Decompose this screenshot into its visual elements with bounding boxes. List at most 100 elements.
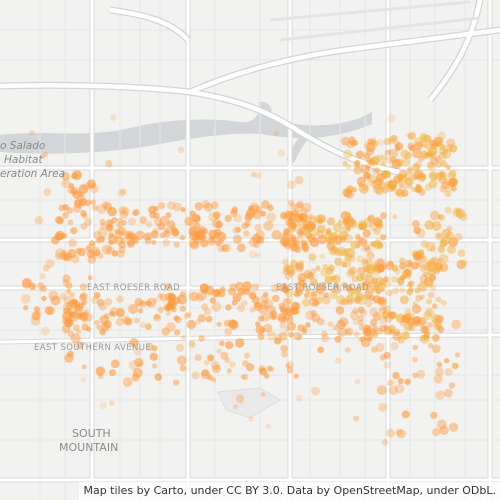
density-point [287, 218, 294, 224]
density-point [434, 155, 442, 163]
density-point [309, 237, 320, 248]
density-point [262, 291, 269, 298]
density-point [55, 248, 66, 259]
density-point [285, 296, 293, 304]
density-point [420, 325, 429, 334]
density-point [145, 221, 153, 228]
density-point [282, 238, 291, 247]
density-point [444, 358, 450, 364]
density-point [380, 154, 388, 161]
density-point [397, 378, 404, 385]
density-point [365, 147, 374, 156]
density-point [45, 259, 55, 269]
density-point [157, 306, 165, 314]
density-point [101, 201, 109, 209]
density-point [70, 227, 78, 235]
density-point [128, 217, 136, 226]
density-point [438, 253, 449, 264]
density-point [435, 390, 446, 401]
density-point [376, 385, 387, 396]
density-point [285, 264, 295, 274]
density-point [412, 301, 418, 307]
density-point [291, 243, 301, 253]
density-point [255, 325, 265, 335]
density-point [317, 224, 326, 234]
density-point [149, 352, 158, 361]
density-point [295, 247, 302, 254]
density-point [371, 346, 378, 353]
density-point [21, 278, 32, 289]
density-point [393, 139, 400, 147]
density-point [191, 232, 200, 241]
density-point [140, 300, 147, 307]
density-point [436, 232, 442, 238]
density-point [209, 234, 218, 243]
density-point [259, 367, 267, 376]
density-point [117, 217, 124, 224]
density-point [300, 207, 309, 216]
density-point [449, 144, 458, 153]
density-point [278, 331, 288, 341]
density-point [87, 255, 97, 264]
density-point [66, 319, 72, 325]
density-point [330, 275, 337, 281]
density-point [383, 305, 391, 313]
density-point [67, 248, 77, 259]
density-point [179, 235, 186, 241]
density-point [372, 168, 379, 175]
density-point [451, 362, 459, 370]
density-point [345, 347, 351, 353]
density-point [428, 179, 438, 189]
density-point [292, 209, 300, 216]
density-point [357, 306, 365, 314]
density-point [433, 136, 444, 147]
density-point [372, 325, 379, 332]
density-point [23, 305, 29, 311]
density-point [61, 172, 70, 181]
density-point [224, 214, 232, 223]
density-point [81, 323, 89, 331]
density-point [131, 373, 140, 382]
density-point [215, 221, 223, 229]
density-point [189, 291, 199, 302]
density-point [152, 227, 159, 234]
density-point [387, 260, 394, 267]
density-point [96, 324, 102, 330]
density-point [281, 232, 287, 238]
density-point [154, 373, 163, 381]
density-point [283, 228, 291, 236]
density-point [430, 411, 438, 419]
density-point [120, 237, 126, 244]
density-point [90, 246, 101, 257]
density-point [435, 296, 442, 303]
density-point [358, 323, 365, 331]
density-point [446, 138, 456, 147]
density-point [378, 181, 387, 190]
park-label-line3: eration Area [0, 168, 66, 180]
density-point [359, 309, 367, 317]
density-point [89, 240, 96, 247]
density-point [179, 364, 187, 372]
density-point [363, 217, 374, 228]
density-point [287, 234, 297, 243]
density-point [407, 133, 415, 140]
density-point [109, 311, 116, 318]
density-point [224, 357, 231, 364]
density-point [394, 145, 400, 151]
density-point [47, 306, 56, 316]
density-point [246, 363, 255, 372]
density-point [386, 180, 397, 191]
density-point [412, 344, 418, 351]
density-point [332, 284, 342, 294]
density-point [279, 331, 287, 340]
density-point [110, 359, 120, 369]
density-point [98, 302, 107, 311]
density-point [349, 220, 358, 229]
density-point [42, 264, 50, 272]
density-point [395, 384, 405, 394]
density-point [197, 290, 207, 301]
density-point [118, 241, 126, 249]
density-point [67, 186, 75, 195]
